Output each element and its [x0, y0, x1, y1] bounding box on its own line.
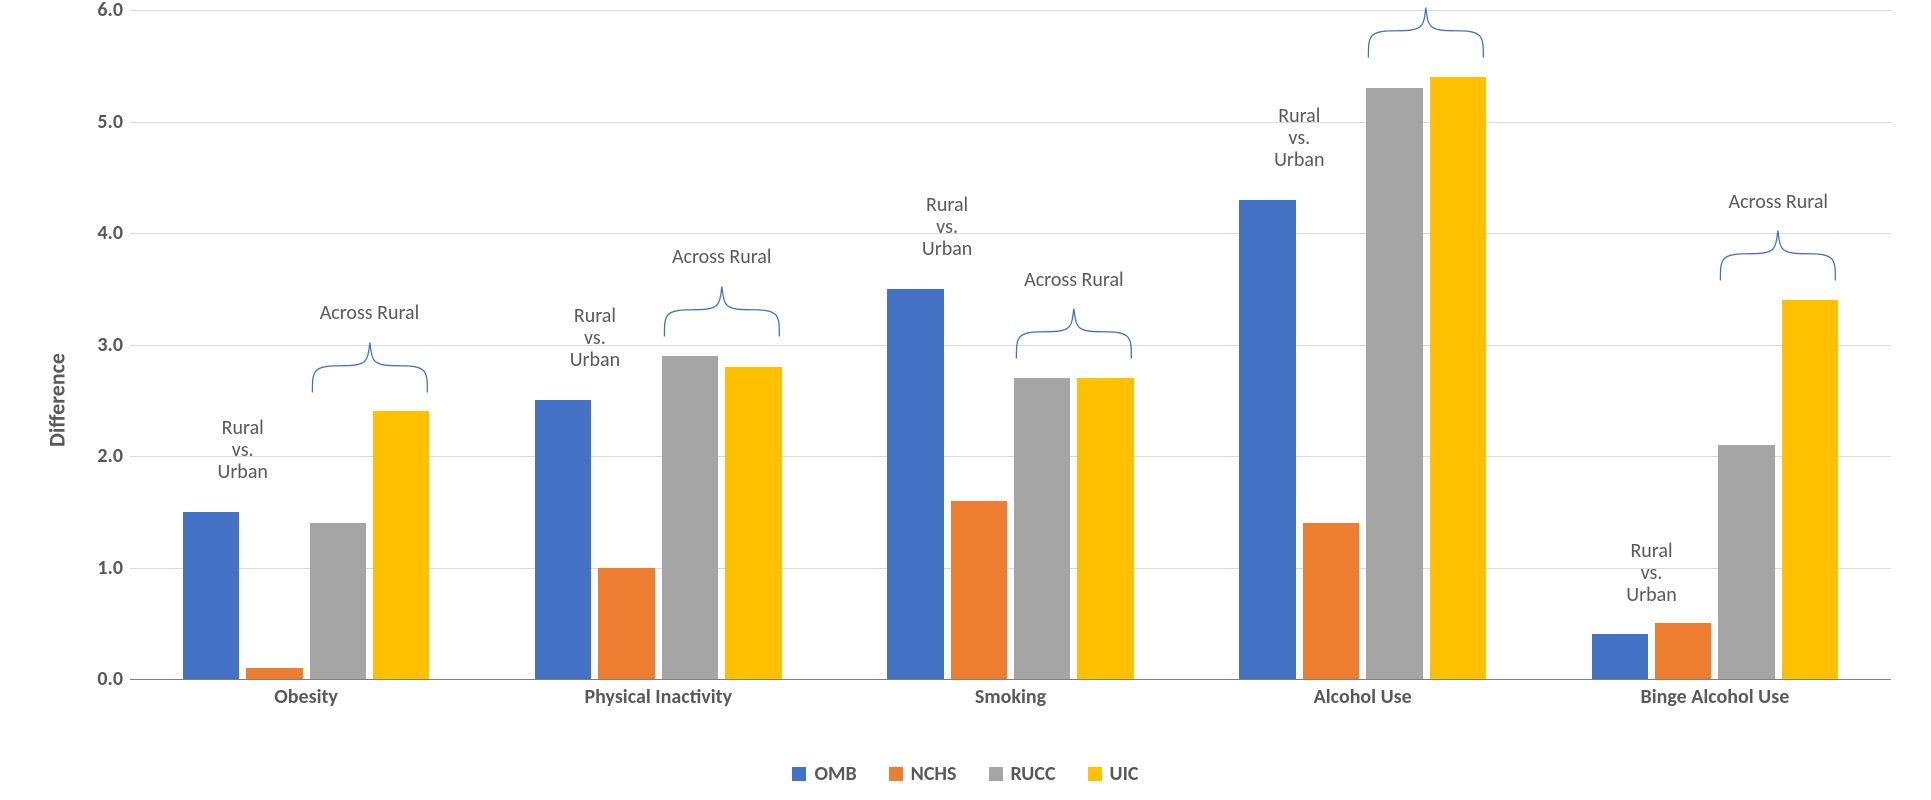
- ann-rural-line2: vs.: [1641, 561, 1663, 585]
- ann-rural-line3: Urban: [1626, 583, 1676, 607]
- ann-rural-line2: vs.: [584, 326, 606, 350]
- bar: [951, 501, 1007, 679]
- annotation-rural-vs-urban: Ruralvs.Urban: [218, 417, 268, 483]
- ann-rural-line3: Urban: [1274, 148, 1324, 172]
- bar: [662, 356, 718, 679]
- brace-icon: [1718, 227, 1838, 281]
- legend-label: RUCC: [1011, 762, 1056, 786]
- annotation-rural-vs-urban: Ruralvs.Urban: [1626, 540, 1676, 606]
- legend-swatch: [889, 767, 903, 781]
- ann-rural-line3: Urban: [922, 237, 972, 261]
- legend-item: UIC: [1088, 762, 1139, 786]
- bar: [1366, 88, 1422, 679]
- category-label: Physical Inactivity: [482, 679, 834, 709]
- legend-label: OMB: [814, 762, 856, 786]
- brace-icon: [1366, 4, 1486, 58]
- legend-label: UIC: [1110, 762, 1139, 786]
- brace-icon: [662, 283, 782, 337]
- bar: [183, 512, 239, 679]
- ann-rural-line1: Rural: [1630, 539, 1672, 563]
- legend-swatch: [989, 767, 1003, 781]
- bar: [1592, 634, 1648, 679]
- legend-item: OMB: [792, 762, 856, 786]
- ann-rural-line1: Rural: [222, 416, 264, 440]
- y-tick-label: 6.0: [85, 0, 123, 22]
- bar: [246, 668, 302, 679]
- ann-rural-line2: vs.: [936, 215, 958, 239]
- category-label: Binge Alcohol Use: [1539, 679, 1891, 709]
- bar: [1718, 445, 1774, 679]
- bar: [598, 568, 654, 680]
- annotation-across-rural: Across Rural: [672, 246, 772, 268]
- brace-icon: [310, 339, 430, 393]
- legend-swatch: [792, 767, 806, 781]
- category-label: Obesity: [130, 679, 482, 709]
- bar: [887, 289, 943, 679]
- category-label: Alcohol Use: [1187, 679, 1539, 709]
- bar: [1782, 300, 1838, 679]
- legend-swatch: [1088, 767, 1102, 781]
- bar: [725, 367, 781, 679]
- bar: [1239, 200, 1295, 679]
- bar: [535, 400, 591, 679]
- plot: 0.01.02.03.04.05.06.0ObesityPhysical Ina…: [90, 10, 1891, 720]
- annotation-rural-vs-urban: Ruralvs.Urban: [922, 194, 972, 260]
- y-tick-label: 5.0: [85, 110, 123, 134]
- chart-container: Difference 0.01.02.03.04.05.06.0ObesityP…: [0, 0, 1931, 800]
- annotation-rural-vs-urban: Ruralvs.Urban: [1274, 105, 1324, 171]
- y-tick-label: 3.0: [85, 333, 123, 357]
- bar: [373, 411, 429, 679]
- bar: [1655, 623, 1711, 679]
- legend-label: NCHS: [911, 762, 957, 786]
- ann-rural-line1: Rural: [1278, 104, 1320, 128]
- annotation-across-rural: Across Rural: [1729, 191, 1829, 213]
- ann-rural-line1: Rural: [926, 193, 968, 217]
- ann-rural-line3: Urban: [218, 460, 268, 484]
- bar: [310, 523, 366, 679]
- annotation-rural-vs-urban: Ruralvs.Urban: [570, 305, 620, 371]
- y-tick-label: 0.0: [85, 667, 123, 691]
- legend-item: NCHS: [889, 762, 957, 786]
- ann-rural-line3: Urban: [570, 348, 620, 372]
- ann-rural-line2: vs.: [1288, 126, 1310, 150]
- y-tick-label: 2.0: [85, 444, 123, 468]
- brace-icon: [1014, 305, 1134, 359]
- bar: [1430, 77, 1486, 679]
- legend: OMB NCHS RUCC UIC: [0, 762, 1931, 786]
- y-tick-label: 1.0: [85, 556, 123, 580]
- ann-rural-line1: Rural: [574, 304, 616, 328]
- category-group: Binge Alcohol Use: [1539, 10, 1891, 679]
- annotation-across-rural: Across Rural: [320, 302, 420, 324]
- category-label: Smoking: [834, 679, 1186, 709]
- annotation-across-rural: Across Rural: [1024, 269, 1124, 291]
- plot-area: 0.01.02.03.04.05.06.0ObesityPhysical Ina…: [130, 10, 1891, 680]
- legend-item: RUCC: [989, 762, 1056, 786]
- bar: [1077, 378, 1133, 679]
- bar: [1303, 523, 1359, 679]
- y-tick-label: 4.0: [85, 221, 123, 245]
- ann-rural-line2: vs.: [232, 438, 254, 462]
- bar: [1014, 378, 1070, 679]
- y-axis-label: Difference: [43, 353, 70, 447]
